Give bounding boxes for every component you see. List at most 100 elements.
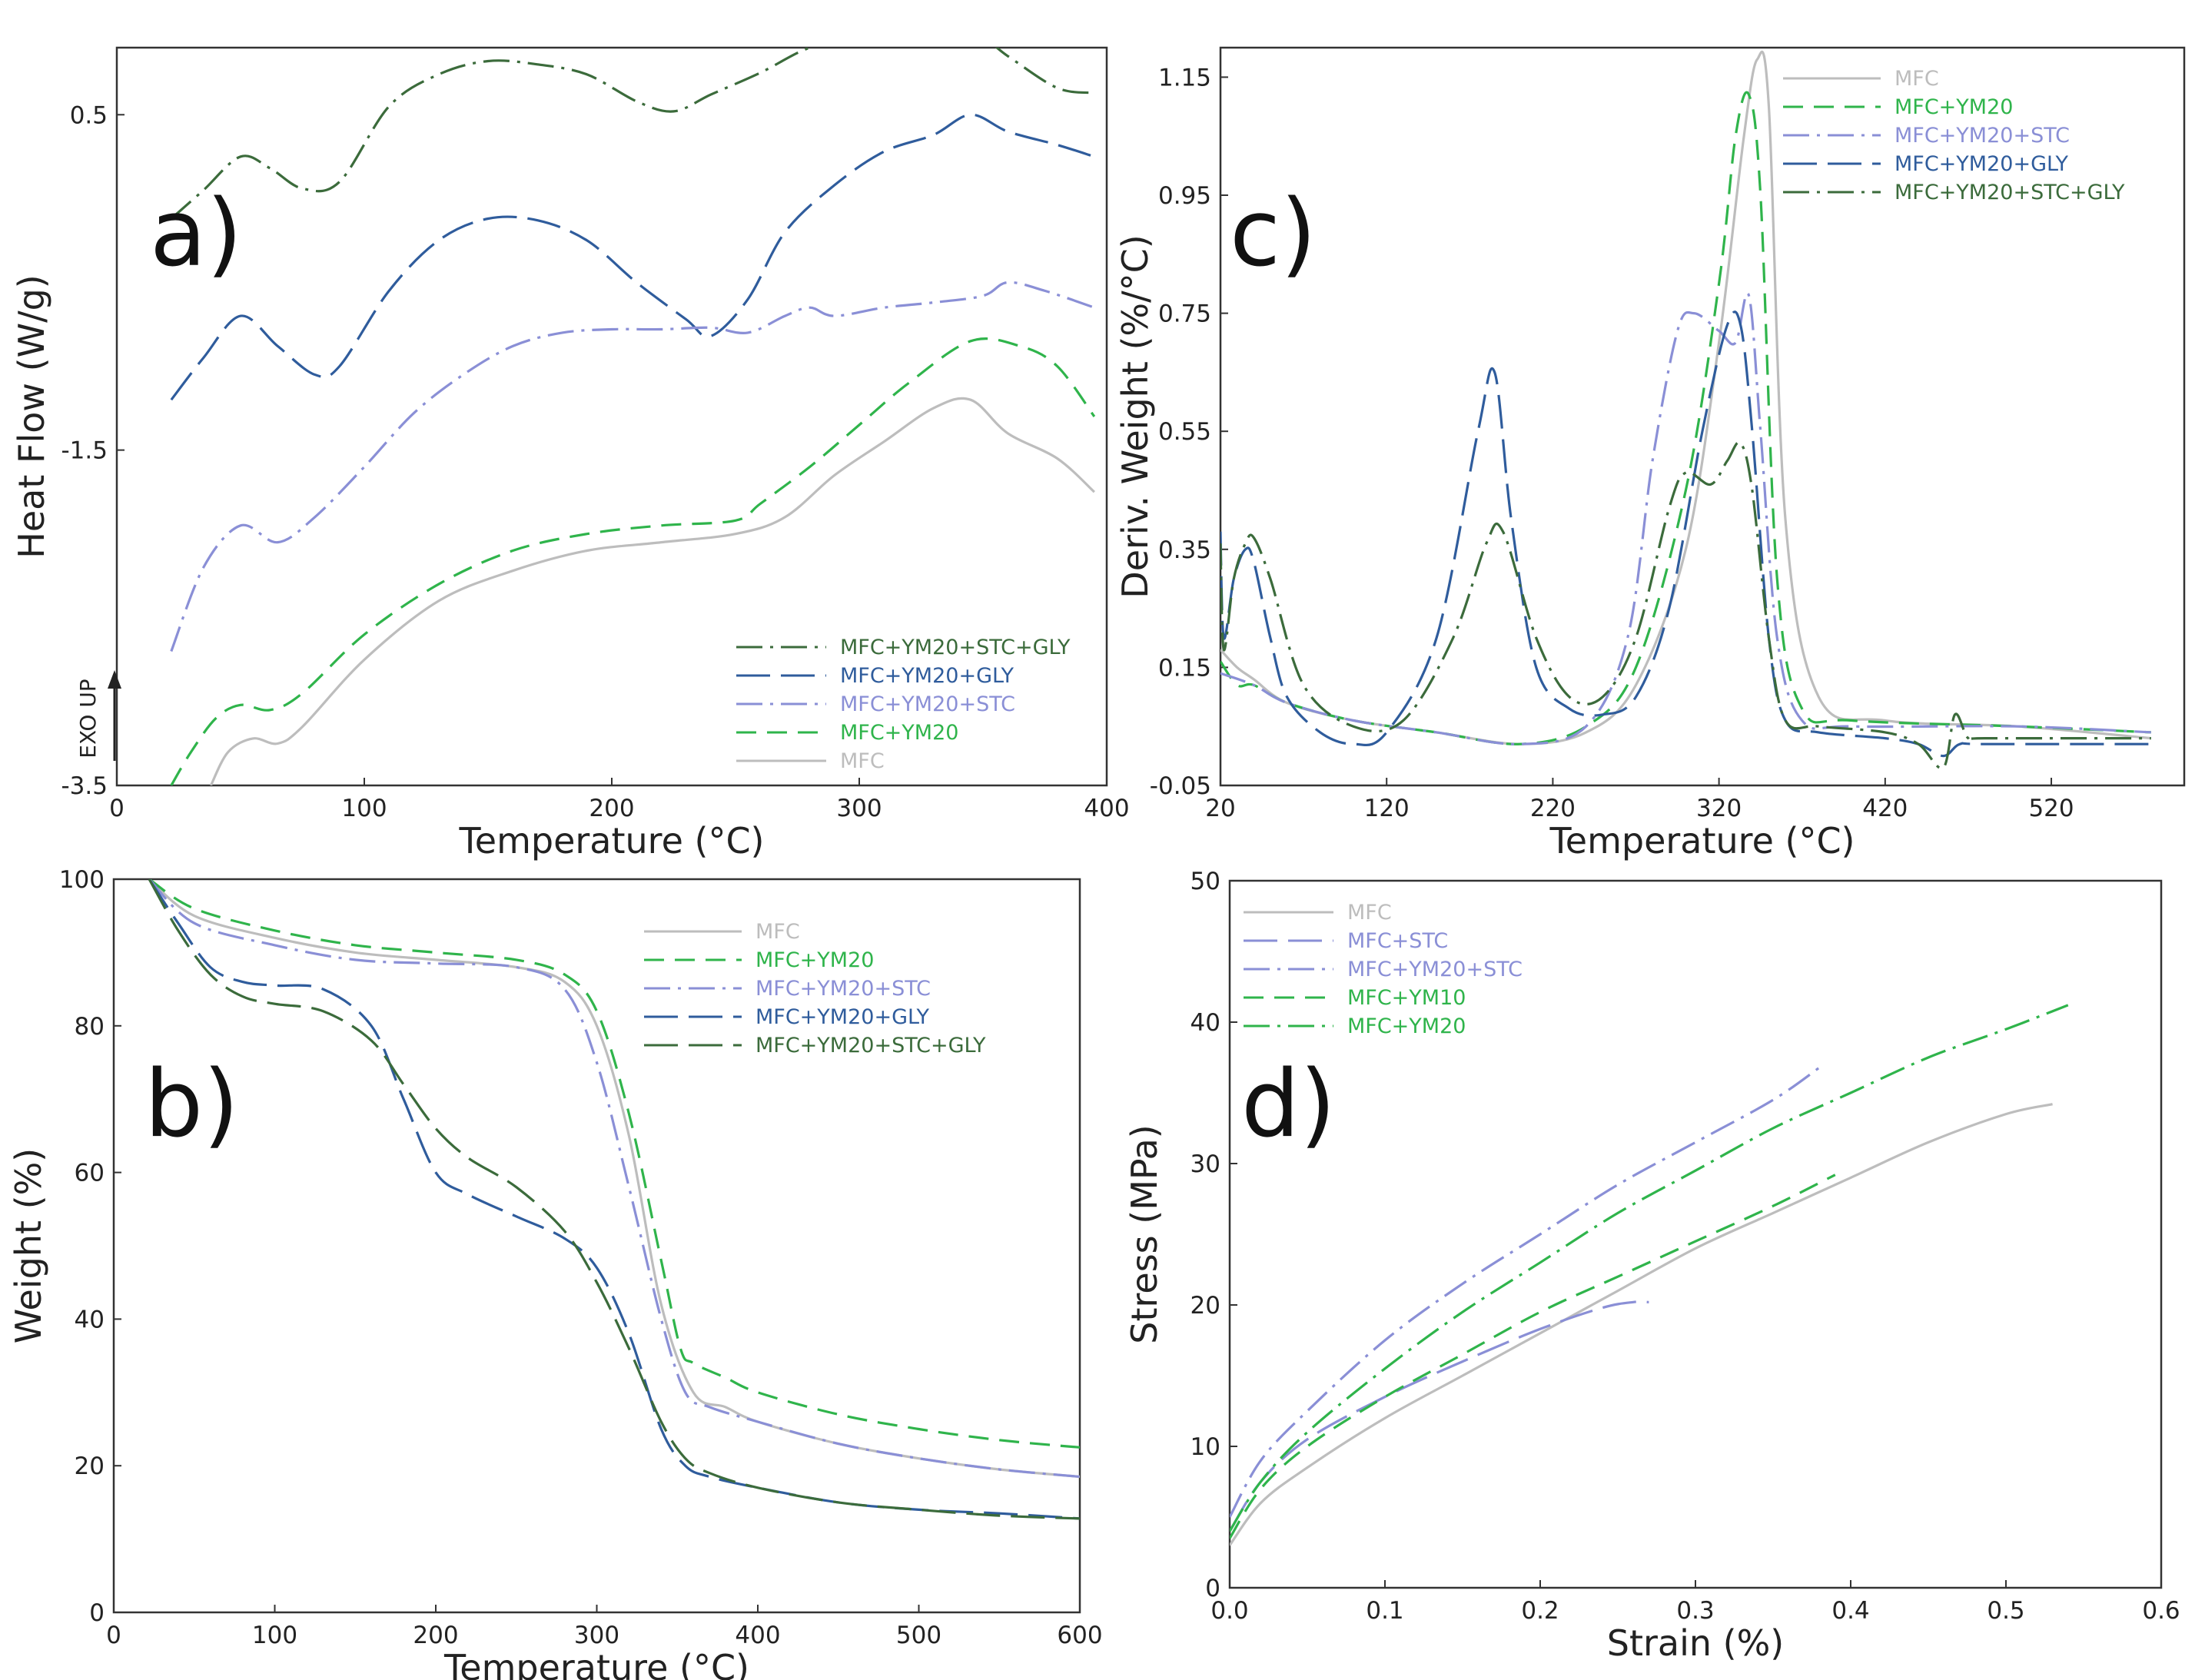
legend-label-mfc-ym20-stc: MFC+YM20+STC bbox=[840, 692, 1015, 716]
x-tick-label: 300 bbox=[574, 1622, 619, 1649]
legend: MFC MFC+STC MFC+YM20+STC MFC+YM10 MFC+YM20 bbox=[1244, 901, 1523, 1038]
legend-label-mfc: MFC bbox=[755, 920, 800, 944]
x-tick-label: 0.0 bbox=[1210, 1597, 1248, 1625]
legend-label-mfc-stc: MFC+STC bbox=[1347, 929, 1448, 953]
y-axis-title: Weight (%) bbox=[8, 1148, 49, 1343]
x-tick-label: 300 bbox=[836, 795, 882, 822]
x-tick-label: 120 bbox=[1364, 795, 1410, 822]
x-tick-label: 0.3 bbox=[1676, 1597, 1714, 1625]
x-tick-label: 400 bbox=[735, 1622, 780, 1649]
x-tick-label: 20 bbox=[1205, 795, 1235, 822]
x-tick-label: 400 bbox=[1084, 795, 1129, 822]
x-tick-label: 0 bbox=[109, 795, 125, 822]
series-group bbox=[148, 879, 1080, 1520]
legend-label-mfc-ym20: MFC+YM20 bbox=[1347, 1014, 1466, 1038]
plot-frame bbox=[1219, 46, 2186, 787]
series-line-mfc-ym20 bbox=[170, 337, 1096, 785]
y-axis-title: Deriv. Weight (%/°C) bbox=[1114, 234, 1156, 598]
series-line-mfc-ym20-stc bbox=[1230, 1066, 1821, 1518]
x-tick-label: 0 bbox=[106, 1622, 121, 1649]
y-tick-label: 30 bbox=[1191, 1150, 1220, 1178]
series-line-mfc-stc bbox=[1230, 1300, 1649, 1532]
legend-label-mfc-ym20-stc: MFC+YM20+STC bbox=[1895, 124, 2070, 148]
y-tick-label: -1.5 bbox=[61, 437, 108, 465]
series-group bbox=[1230, 1004, 2069, 1546]
series-line-mfc-ym20-stc bbox=[1220, 291, 2151, 745]
panel-c: 20 120 220 320 420 520 -0.05 0.15 0.35 0.55 0.75 0.… bbox=[1114, 46, 2186, 862]
series-line-mfc-ym20-stc bbox=[148, 879, 1080, 1479]
y-axis-title: Heat Flow (W/g) bbox=[11, 274, 52, 558]
y-tick-label: 60 bbox=[75, 1160, 105, 1187]
y-tick-label: -0.05 bbox=[1150, 772, 1211, 800]
series-line-mfc-ym10 bbox=[1230, 1174, 1836, 1539]
x-axis-title: Temperature (°C) bbox=[458, 820, 764, 862]
y-tick-label: 0.5 bbox=[70, 101, 108, 129]
legend-label-mfc-ym20-stc-gly: MFC+YM20+STC+GLY bbox=[1895, 181, 2125, 204]
x-tick-label: 520 bbox=[2028, 795, 2074, 822]
legend: MFC+YM20+STC+GLY MFC+YM20+GLY MFC+YM20+STC… bbox=[736, 636, 1071, 773]
y-tick-label: 1.15 bbox=[1158, 64, 1211, 91]
x-tick-label: 0.1 bbox=[1366, 1597, 1403, 1625]
x-tick-label: 420 bbox=[1862, 795, 1908, 822]
series-line-mfc-ym20-stc-gly bbox=[170, 48, 1095, 220]
x-tick-label: 0.5 bbox=[1987, 1597, 2024, 1625]
y-tick-label: 50 bbox=[1191, 868, 1220, 895]
y-tick-label: 80 bbox=[75, 1013, 105, 1041]
exo-arrow-icon bbox=[108, 670, 121, 689]
panel-label-d: d) bbox=[1241, 1051, 1336, 1158]
x-tick-label: 0.4 bbox=[1831, 1597, 1869, 1625]
legend-label-mfc-ym20-stc-gly: MFC+YM20+STC+GLY bbox=[755, 1034, 986, 1057]
x-axis-title: Temperature (°C) bbox=[1549, 820, 1855, 862]
y-tick-label: 0 bbox=[1205, 1575, 1220, 1602]
legend-label-mfc-ym20-stc-gly: MFC+YM20+STC+GLY bbox=[840, 636, 1071, 659]
legend-label-mfc-ym20: MFC+YM20 bbox=[755, 948, 874, 972]
x-axis-title: Strain (%) bbox=[1607, 1622, 1785, 1664]
legend-label-mfc-ym20-gly: MFC+YM20+GLY bbox=[840, 664, 1014, 688]
x-tick-label: 200 bbox=[413, 1622, 458, 1649]
x-tick-label: 0.2 bbox=[1521, 1597, 1559, 1625]
y-tick-label: 100 bbox=[59, 866, 105, 894]
legend-label-mfc-ym20-gly: MFC+YM20+GLY bbox=[755, 1005, 929, 1029]
series-line-mfc-ym20-gly bbox=[1220, 310, 2151, 758]
series-line-mfc bbox=[1230, 1103, 2053, 1546]
series-line-mfc bbox=[209, 397, 1095, 785]
x-axis-title: Temperature (°C) bbox=[443, 1647, 749, 1680]
panel-d: 0.0 0.1 0.2 0.3 0.4 0.5 0.6 0 10 20 30 40 50 Strain (… bbox=[1124, 868, 2180, 1664]
y-tick-label: 0.95 bbox=[1158, 182, 1211, 210]
panel-a: 0 100 200 300 400 -3.5 -1.5 0.5 Temperature (°C)… bbox=[11, 46, 1130, 862]
legend-label-mfc-ym20: MFC+YM20 bbox=[1895, 95, 2013, 119]
legend-label-mfc-ym10: MFC+YM10 bbox=[1347, 986, 1466, 1010]
x-tick-label: 100 bbox=[252, 1622, 297, 1649]
legend-label-mfc-ym20: MFC+YM20 bbox=[840, 721, 958, 745]
panel-b: 0 100 200 300 400 500 600 0 20 40 60 80 100 Temperatu… bbox=[8, 866, 1103, 1680]
panel-label-b: b) bbox=[144, 1051, 239, 1158]
panel-label-c: c) bbox=[1230, 181, 1317, 287]
legend-label-mfc: MFC bbox=[1347, 901, 1392, 925]
x-tick-label: 200 bbox=[589, 795, 634, 822]
x-tick-label: 320 bbox=[1696, 795, 1742, 822]
y-tick-label: 0 bbox=[89, 1599, 105, 1627]
y-tick-label: 10 bbox=[1191, 1433, 1220, 1461]
x-tick-label: 220 bbox=[1530, 795, 1576, 822]
legend: MFC MFC+YM20 MFC+YM20+STC MFC+YM20+GLY MFC+Y… bbox=[644, 920, 986, 1057]
exo-up-label: EXO UP bbox=[75, 679, 101, 758]
series-line-mfc-ym20-stc-gly bbox=[1220, 440, 2151, 770]
x-tick-label: 100 bbox=[341, 795, 387, 822]
legend-label-mfc: MFC bbox=[1895, 67, 1939, 91]
x-tick-label: 0.6 bbox=[2142, 1597, 2180, 1625]
y-tick-label: 40 bbox=[1191, 1009, 1220, 1037]
x-tick-label: 500 bbox=[896, 1622, 941, 1649]
series-line-mfc-ym20 bbox=[1230, 1004, 2069, 1532]
y-tick-label: 0.55 bbox=[1158, 418, 1211, 446]
y-tick-label: 20 bbox=[75, 1453, 105, 1480]
y-tick-label: 0.75 bbox=[1158, 300, 1211, 328]
series-line-mfc-ym20-stc-gly bbox=[148, 879, 1080, 1520]
y-tick-label: 20 bbox=[1191, 1292, 1220, 1320]
series-line-mfc-ym20-gly bbox=[170, 113, 1095, 401]
y-tick-label: 0.15 bbox=[1158, 654, 1211, 682]
legend-label-mfc-ym20-stc: MFC+YM20+STC bbox=[755, 977, 931, 1001]
y-tick-label: -3.5 bbox=[61, 772, 108, 800]
